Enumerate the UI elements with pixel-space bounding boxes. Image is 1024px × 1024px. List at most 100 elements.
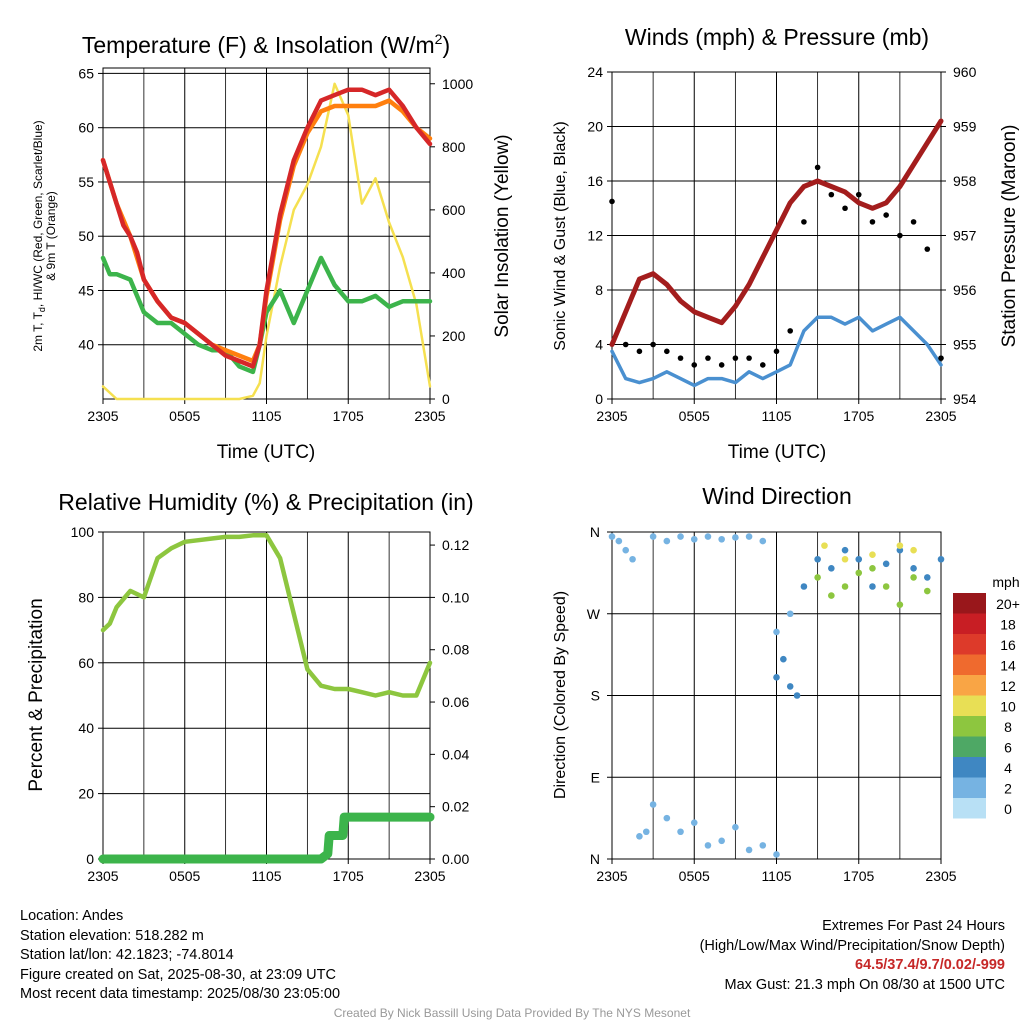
legend-swatch xyxy=(953,634,986,655)
y-tick-label-right: 600 xyxy=(442,202,466,218)
extremes-info: Extremes For Past 24 Hours (High/Low/Max… xyxy=(700,917,1005,995)
station-elevation: Station elevation: 518.282 m xyxy=(20,927,204,944)
direction-point xyxy=(910,565,917,572)
temp-ylabel-left: 2m T, Td, HI/WC (Red, Green, Scarlet/Blu… xyxy=(31,120,47,351)
station-info: Location: Andes Station elevation: 518.2… xyxy=(20,907,340,1005)
direction-point xyxy=(663,814,671,822)
x-tick-label: 0505 xyxy=(169,868,200,884)
series-line-solar-insolation xyxy=(101,82,432,401)
wind-ylabel-right: Station Pressure (Maroon) xyxy=(999,125,1020,348)
direction-point xyxy=(759,842,767,849)
direction-point xyxy=(690,535,698,543)
legend-label: 8 xyxy=(1004,719,1012,735)
direction-point xyxy=(690,819,698,826)
y-tick-label-right: 800 xyxy=(442,139,466,155)
direction-point xyxy=(636,832,643,840)
legend-label: 16 xyxy=(1000,637,1016,653)
y-tick-label-right: 0.00 xyxy=(442,851,469,867)
direction-point xyxy=(718,837,725,845)
y-tick-label-left: 60 xyxy=(78,655,94,671)
y-tick-label-right: 0.10 xyxy=(442,589,469,605)
gust-point xyxy=(787,328,794,334)
y-tick-label-left: 24 xyxy=(587,64,603,80)
direction-point xyxy=(677,828,684,836)
direction-point xyxy=(786,683,794,690)
wind-xlabel: Time (UTC) xyxy=(728,442,827,463)
direction-point xyxy=(622,546,630,554)
legend-swatch xyxy=(953,675,986,696)
y-tick-label-left: 0 xyxy=(86,851,94,867)
direction-point xyxy=(786,610,794,618)
series-line-2m-t xyxy=(100,87,433,369)
legend-swatch xyxy=(953,716,986,737)
wind-ylabel-left: Sonic Wind & Gust (Blue, Black) xyxy=(552,121,569,350)
x-tick-label: 2305 xyxy=(925,408,956,424)
direction-point xyxy=(882,560,890,568)
extremes-values: 64.5/37.4/9.7/0.02/-999 xyxy=(855,957,1005,973)
gust-point xyxy=(677,355,684,361)
y-tick-label-left: 60 xyxy=(78,120,94,136)
plot-area-winds: 2305 0505 1105 1705 230504812162024954955956… xyxy=(587,64,976,424)
legend-label: 12 xyxy=(1000,678,1016,694)
gust-point xyxy=(869,219,876,225)
y-tick-label-left: 40 xyxy=(78,337,94,353)
direction-point xyxy=(800,583,808,590)
direction-point xyxy=(608,533,616,540)
most-recent-timestamp: Most recent data timestamp: 2025/08/30 2… xyxy=(20,986,341,1002)
x-tick-label: 1105 xyxy=(761,868,791,884)
gust-point xyxy=(609,198,615,205)
y-tick-label-left: W xyxy=(587,606,601,622)
direction-point xyxy=(882,583,890,590)
direction-point xyxy=(704,533,712,540)
temp-xlabel: Time (UTC) xyxy=(217,442,316,463)
extremes-title: Extremes For Past 24 Hours xyxy=(822,918,1005,934)
dir-chart-title: Wind Direction xyxy=(702,483,852,509)
y-tick-label-right: 959 xyxy=(953,119,977,135)
gust-point xyxy=(718,362,725,368)
direction-point xyxy=(773,674,780,681)
direction-point xyxy=(923,587,931,595)
max-gust: Max Gust: 21.3 mph On 08/30 at 1500 UTC xyxy=(724,976,1005,993)
y-tick-label-left: S xyxy=(591,688,600,704)
direction-point xyxy=(841,555,849,563)
direction-point xyxy=(718,535,725,543)
direction-point xyxy=(896,546,904,554)
rh-ylabel-left: Percent & Precipitation xyxy=(26,598,47,791)
x-tick-label: 2305 xyxy=(414,868,445,884)
y-tick-label-right: 960 xyxy=(953,64,977,80)
direction-point xyxy=(855,555,863,563)
gust-point xyxy=(801,219,807,225)
y-tick-label-right: 954 xyxy=(953,391,977,407)
direction-point xyxy=(841,583,849,590)
direction-point xyxy=(869,551,876,559)
series-line-relative-humidity xyxy=(100,533,433,698)
direction-point xyxy=(773,851,780,858)
rh-chart-title: Relative Humidity (%) & Precipitation (i… xyxy=(58,489,473,515)
direction-point xyxy=(615,537,623,545)
legend-label: 0 xyxy=(1004,801,1012,817)
y-tick-label-left: 0 xyxy=(595,391,603,407)
y-tick-label-right: 0.12 xyxy=(442,537,469,553)
direction-point xyxy=(677,533,684,540)
credit-line: Created By Nick Bassill Using Data Provi… xyxy=(333,1006,691,1020)
y-tick-label-right: 956 xyxy=(953,282,977,298)
gust-point xyxy=(842,205,848,212)
direction-point xyxy=(841,546,849,554)
direction-point xyxy=(937,555,945,563)
series-line-precipitation xyxy=(98,812,435,864)
y-tick-label-left: 80 xyxy=(78,589,94,605)
legend-label: 18 xyxy=(1000,617,1016,633)
direction-point xyxy=(910,546,917,554)
y-tick-label-left: N xyxy=(590,851,600,867)
gust-point xyxy=(691,362,698,368)
legend-label: 4 xyxy=(1004,760,1012,776)
x-tick-label: 2305 xyxy=(414,408,445,424)
legend-swatch xyxy=(953,613,986,634)
direction-point xyxy=(821,542,828,549)
y-tick-label-right: 955 xyxy=(953,337,977,353)
x-tick-label: 2305 xyxy=(596,868,627,884)
gust-point xyxy=(705,355,711,361)
gust-point xyxy=(897,232,903,239)
gust-point xyxy=(910,219,917,225)
x-tick-label: 1105 xyxy=(761,408,791,424)
